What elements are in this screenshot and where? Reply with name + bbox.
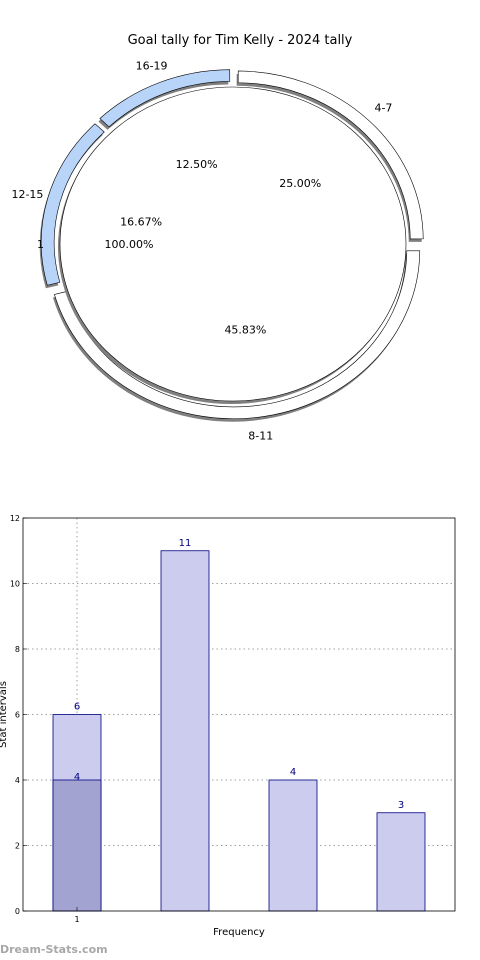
y-tick-label: 10 bbox=[10, 580, 20, 589]
bar-chart: 0 2 4 6 8 10 12 6 11 4 3 4 1 Frequency Stat intervals bbox=[0, 514, 456, 938]
pie-slice-label: 8-11 bbox=[248, 429, 273, 442]
x-tick-label: 1 bbox=[74, 915, 79, 924]
pie-slice-label: 16-19 bbox=[136, 60, 168, 73]
pie-ring-slice bbox=[40, 123, 105, 286]
pie-slice-label: 12-15 bbox=[11, 188, 43, 201]
bar bbox=[160, 550, 210, 912]
pie-slice-percent: 25.00% bbox=[279, 177, 321, 190]
bar-value-label: 6 bbox=[74, 702, 80, 713]
bar bbox=[376, 812, 426, 912]
y-tick-label: 4 bbox=[15, 776, 20, 785]
x-axis-label: Frequency bbox=[213, 927, 265, 938]
pie-ring-slice bbox=[54, 250, 421, 419]
pie-slice-percent: 45.83% bbox=[224, 324, 266, 337]
pie-inner-percent: 100.00% bbox=[105, 238, 154, 251]
plot-frame bbox=[22, 517, 456, 912]
pie-inner-label: 1 bbox=[37, 238, 44, 251]
bar-value-label: 4 bbox=[290, 767, 296, 778]
y-tick-label: 2 bbox=[15, 842, 20, 851]
bar bbox=[268, 779, 318, 912]
y-tick-label: 12 bbox=[10, 514, 20, 523]
y-axis-label: Stat intervals bbox=[0, 681, 9, 748]
bar-value-label: 11 bbox=[179, 538, 192, 549]
pie-ring-slice bbox=[99, 69, 231, 128]
pie-slice-percent: 12.50% bbox=[176, 158, 218, 171]
pie-chart: 4-7 25.00% 16-19 12.50% 12-15 16.67% 8-11 45.83… bbox=[11, 60, 424, 442]
pie-chart-title: Goal tally for Tim Kelly - 2024 tally bbox=[128, 33, 353, 48]
overlay-bar bbox=[52, 779, 102, 912]
bar-value-label: 3 bbox=[398, 800, 404, 811]
pie-inner-slice bbox=[59, 86, 407, 402]
pie-slice-percent: 16.67% bbox=[120, 216, 162, 229]
pie-ring-shadow bbox=[98, 72, 229, 130]
pie-ring-slice bbox=[237, 70, 424, 240]
watermark: Dream-Stats.com bbox=[0, 943, 108, 956]
y-tick-label: 0 bbox=[15, 907, 20, 916]
y-tick-label: 8 bbox=[15, 645, 20, 654]
pie-slice-label: 4-7 bbox=[374, 101, 392, 114]
y-tick-label: 6 bbox=[15, 711, 20, 720]
overlay-bar-value-label: 4 bbox=[74, 772, 80, 783]
